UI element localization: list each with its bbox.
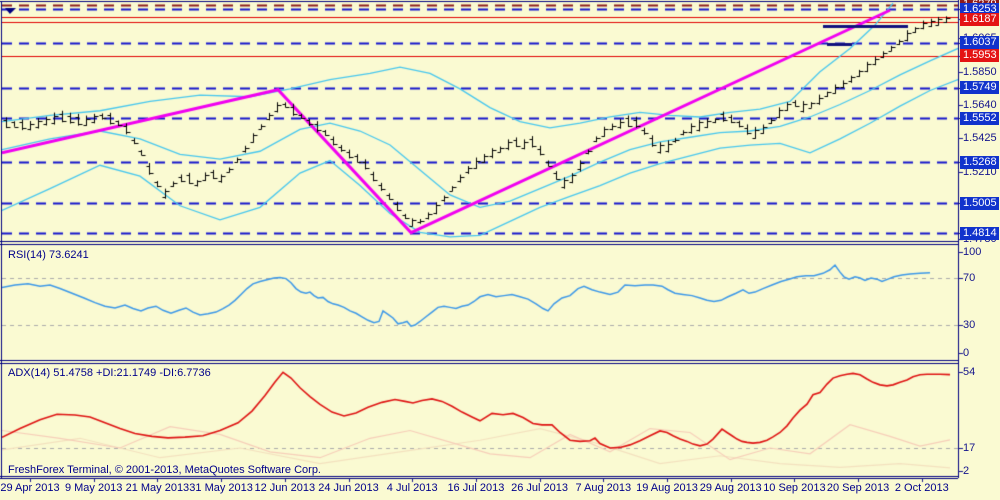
terminal-credit-text: FreshForex Terminal, © 2001-2013, MetaQu…: [8, 464, 321, 476]
price-level-badge: 1.5749: [960, 81, 999, 95]
price-level-badge: 1.5552: [960, 111, 999, 125]
main-price-chart-plot[interactable]: [2, 2, 958, 241]
adx-tick-label: 2: [963, 465, 970, 477]
rsi-tick-label: 30: [963, 319, 976, 331]
price-level-badge: 1.6187: [960, 12, 999, 26]
date-tick-label: 20 Sep 2013: [826, 482, 890, 494]
rsi-tick-label: 0: [963, 347, 970, 359]
date-tick-label: 9 May 2013: [64, 482, 123, 494]
price-tick-label: 1.5425: [963, 132, 997, 144]
price-level-badge: 1.4814: [960, 226, 999, 240]
price-tick-label: 1.5640: [963, 98, 997, 111]
date-tick-label: 7 Aug 2013: [575, 482, 632, 494]
adx-axis-labels: 54 17 2: [959, 360, 1000, 478]
date-tick-label: 31 May 2013: [189, 482, 253, 494]
price-level-badge: 1.5953: [960, 49, 999, 63]
rsi-tick-label: 70: [963, 272, 976, 284]
date-tick-label: 2 Oct 2013: [894, 482, 949, 494]
rsi-indicator-label: RSI(14) 73.6241: [8, 249, 89, 261]
rsi-tick-label: 100: [963, 246, 982, 258]
price-level-badge: 1.6253: [960, 2, 999, 16]
price-tick-label: 1.5850: [963, 65, 997, 78]
date-tick-label: 29 Aug 2013: [699, 482, 762, 494]
date-tick-label: 21 May 2013: [125, 482, 190, 494]
rsi-axis-labels: 100 70 30 0: [959, 243, 1000, 359]
date-tick-label: 16 Jul 2013: [447, 482, 505, 494]
date-tick-label: 19 Aug 2013: [636, 482, 698, 494]
date-tick-label: 29 Apr 2013: [0, 482, 60, 494]
price-level-badge: 1.5268: [960, 155, 999, 169]
price-level-badge: 1.5005: [960, 196, 999, 210]
price-axis-labels: 1.60651.58501.56401.54251.52101.47801.62…: [959, 0, 1000, 242]
date-tick-label: 12 Jun 2013: [254, 482, 316, 494]
adx-tick-label: 54: [963, 366, 976, 378]
date-tick-label: 26 Jul 2013: [511, 482, 569, 494]
price-level-badge: 1.6037: [960, 36, 999, 50]
date-tick-label: 4 Jul 2013: [386, 482, 438, 494]
rsi-indicator-plot[interactable]: [2, 245, 958, 358]
date-tick-label: 24 Jun 2013: [318, 482, 379, 494]
adx-indicator-label: ADX(14) 51.4758 +DI:21.1749 -DI:6.7736: [8, 367, 211, 379]
adx-indicator-plot[interactable]: [2, 364, 958, 475]
adx-tick-label: 17: [963, 442, 976, 454]
date-tick-label: 10 Sep 2013: [763, 482, 826, 494]
